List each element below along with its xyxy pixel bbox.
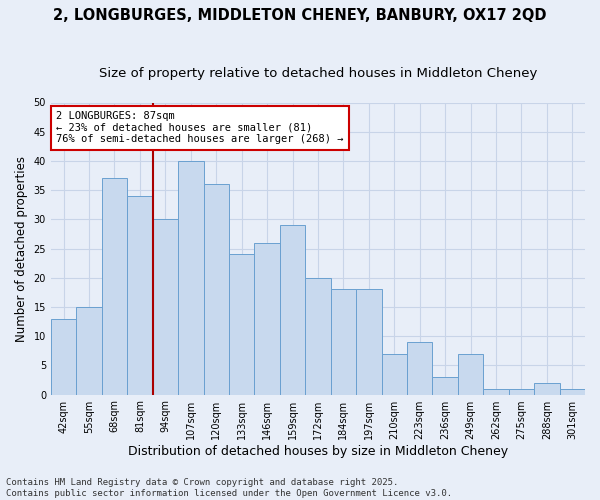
- Bar: [509, 388, 534, 394]
- Bar: [152, 220, 178, 394]
- Bar: [254, 242, 280, 394]
- Bar: [203, 184, 229, 394]
- Bar: [560, 388, 585, 394]
- Bar: [458, 354, 483, 395]
- Bar: [127, 196, 152, 394]
- Text: 2 LONGBURGES: 87sqm
← 23% of detached houses are smaller (81)
76% of semi-detach: 2 LONGBURGES: 87sqm ← 23% of detached ho…: [56, 112, 344, 144]
- Bar: [280, 225, 305, 394]
- Bar: [102, 178, 127, 394]
- X-axis label: Distribution of detached houses by size in Middleton Cheney: Distribution of detached houses by size …: [128, 444, 508, 458]
- Bar: [534, 383, 560, 394]
- Bar: [433, 377, 458, 394]
- Bar: [51, 318, 76, 394]
- Text: Contains HM Land Registry data © Crown copyright and database right 2025.
Contai: Contains HM Land Registry data © Crown c…: [6, 478, 452, 498]
- Bar: [356, 290, 382, 395]
- Title: Size of property relative to detached houses in Middleton Cheney: Size of property relative to detached ho…: [99, 68, 537, 80]
- Bar: [229, 254, 254, 394]
- Bar: [76, 307, 102, 394]
- Y-axis label: Number of detached properties: Number of detached properties: [15, 156, 28, 342]
- Text: 2, LONGBURGES, MIDDLETON CHENEY, BANBURY, OX17 2QD: 2, LONGBURGES, MIDDLETON CHENEY, BANBURY…: [53, 8, 547, 22]
- Bar: [331, 290, 356, 395]
- Bar: [178, 161, 203, 394]
- Bar: [305, 278, 331, 394]
- Bar: [483, 388, 509, 394]
- Bar: [407, 342, 433, 394]
- Bar: [382, 354, 407, 395]
